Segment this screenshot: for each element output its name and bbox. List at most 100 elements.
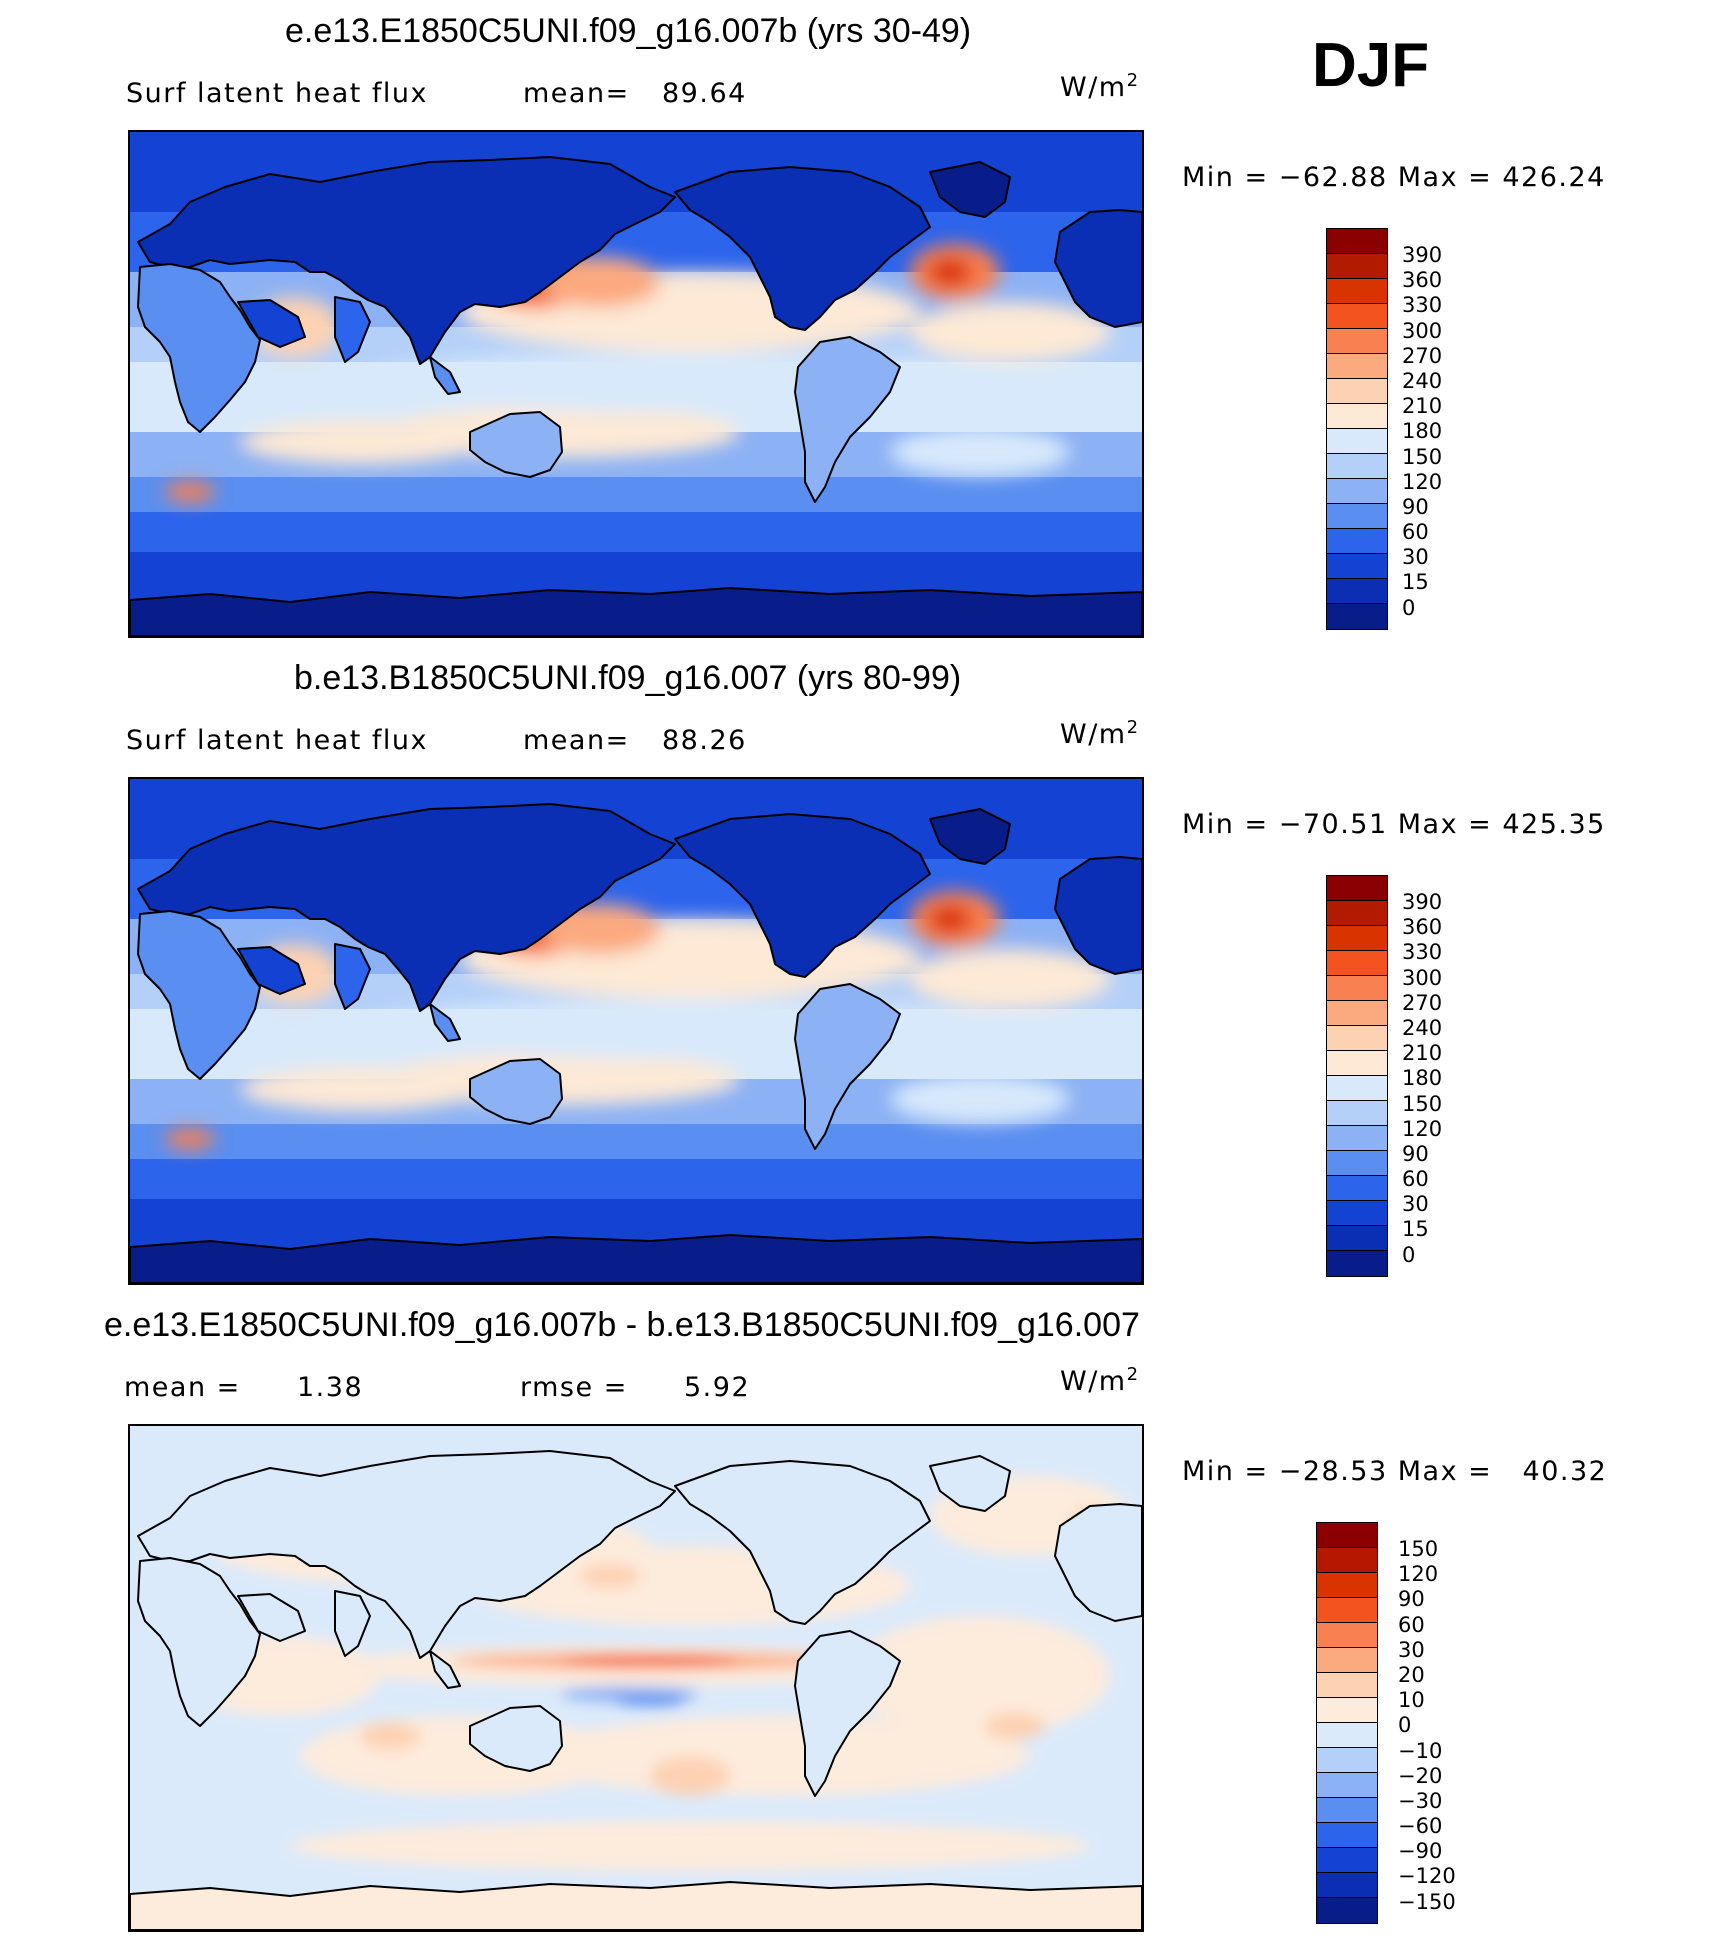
anomaly-region xyxy=(580,1564,640,1588)
panel3-mean-label: mean = xyxy=(124,1372,241,1403)
colorbar-tick-label: 150 xyxy=(1402,444,1443,469)
flux-region xyxy=(240,1067,480,1111)
colorbar-tick-label: 90 xyxy=(1398,1587,1425,1612)
colorbar-swatch xyxy=(1327,1201,1387,1226)
coastline-samerica xyxy=(794,1630,901,1797)
coastline-india xyxy=(334,296,371,363)
coastline-greenland xyxy=(929,808,1011,865)
panel1-mean-label: mean= xyxy=(523,78,630,109)
colorbar-tick-label: 270 xyxy=(1402,343,1443,368)
colorbar-tick-label: −90 xyxy=(1398,1839,1443,1864)
panel3-units-exp: 2 xyxy=(1126,1364,1140,1385)
colorbar-swatch xyxy=(1327,876,1387,901)
colorbar-tick-label: 60 xyxy=(1402,1167,1429,1192)
panel3-title: e.e13.E1850C5UNI.f09_g16.007b - b.e13.B1… xyxy=(104,1306,1140,1344)
panel2-units-exp: 2 xyxy=(1126,717,1140,738)
colorbar-swatch xyxy=(1327,379,1387,404)
anomaly-region xyxy=(650,1756,730,1796)
ocean-band xyxy=(130,1159,1142,1204)
colorbar-tick-label: 0 xyxy=(1402,1242,1416,1267)
panel1-units-exp: 2 xyxy=(1126,70,1140,91)
panel1-colorbar-labels: 390 360 330 300 270 240 210 180 150 120 90 60 30 15 0 xyxy=(1402,243,1442,621)
anomaly-region xyxy=(360,1722,420,1750)
colorbar-tick-label: 30 xyxy=(1398,1637,1425,1662)
colorbar-swatch xyxy=(1317,1698,1377,1723)
colorbar-tick-label: 30 xyxy=(1402,1192,1429,1217)
panel2-units-base: W/m xyxy=(1060,719,1127,750)
colorbar-tick-label: 330 xyxy=(1402,293,1443,318)
colorbar-swatch xyxy=(1327,1101,1387,1126)
panel3-mean-value: 1.38 xyxy=(297,1372,364,1403)
colorbar-tick-label: 300 xyxy=(1402,318,1443,343)
colorbar-swatch xyxy=(1327,1151,1387,1176)
colorbar-tick-label: −150 xyxy=(1398,1889,1456,1914)
colorbar-swatch xyxy=(1317,1648,1377,1673)
colorbar-swatch xyxy=(1327,329,1387,354)
panel1-colorbar xyxy=(1326,228,1388,630)
panel2-colorbar xyxy=(1326,875,1388,1277)
colorbar-swatch xyxy=(1327,1126,1387,1151)
panel2-min-label: Min xyxy=(1182,809,1235,840)
panel2-mean-value: 88.26 xyxy=(662,725,747,756)
flux-region xyxy=(928,905,972,933)
coastline-arabia xyxy=(237,1593,306,1642)
colorbar-swatch xyxy=(1327,504,1387,529)
colorbar-swatch xyxy=(1327,976,1387,1001)
panel1-units: W/m2 xyxy=(1060,70,1140,103)
coastline-samerica xyxy=(794,336,901,503)
panel1-map xyxy=(128,130,1144,638)
colorbar-tick-label: 210 xyxy=(1402,1041,1443,1066)
ocean-band xyxy=(130,512,1142,557)
colorbar-swatch xyxy=(1327,404,1387,429)
coastline-seasia xyxy=(429,356,461,395)
panel2-max-value: 425.35 xyxy=(1502,809,1606,840)
panel2-title: b.e13.B1850C5UNI.f09_g16.007 (yrs 80-99) xyxy=(294,659,962,697)
colorbar-tick-label: 60 xyxy=(1402,520,1429,545)
colorbar-swatch xyxy=(1317,1573,1377,1598)
coastline-australia xyxy=(469,1705,563,1772)
colorbar-swatch xyxy=(1327,1051,1387,1076)
colorbar-swatch xyxy=(1327,1251,1387,1276)
flux-region xyxy=(910,302,1110,362)
coastline-europeW xyxy=(1054,209,1142,328)
ocean-band xyxy=(130,1124,1142,1164)
coastline-seasia xyxy=(429,1003,461,1042)
colorbar-swatch xyxy=(1327,1026,1387,1051)
colorbar-swatch xyxy=(1317,1798,1377,1823)
colorbar-tick-label: 390 xyxy=(1402,243,1443,267)
coastline-india xyxy=(334,1590,371,1657)
flux-region xyxy=(928,258,972,286)
colorbar-tick-label: 20 xyxy=(1398,1662,1425,1687)
coastline-eurasia xyxy=(137,1450,676,1659)
colorbar-swatch xyxy=(1327,354,1387,379)
colorbar-swatch xyxy=(1317,1673,1377,1698)
coastline-australia xyxy=(469,1058,563,1125)
panel3-max-label: Max xyxy=(1397,1456,1459,1487)
colorbar-tick-label: 10 xyxy=(1398,1688,1425,1713)
colorbar-swatch xyxy=(1327,254,1387,279)
colorbar-tick-label: 300 xyxy=(1402,965,1443,990)
coastline-india xyxy=(334,943,371,1010)
panel1-variable: Surf latent heat flux xyxy=(126,78,429,109)
colorbar-swatch xyxy=(1317,1748,1377,1773)
colorbar-tick-label: 90 xyxy=(1402,1141,1429,1166)
coastline-europeW xyxy=(1054,1503,1142,1622)
coastline-australia xyxy=(469,411,563,478)
colorbar-tick-label: 360 xyxy=(1402,268,1443,293)
colorbar-swatch xyxy=(1327,951,1387,976)
flux-region xyxy=(240,420,480,464)
colorbar-swatch xyxy=(1327,1001,1387,1026)
flux-region xyxy=(360,999,1020,1059)
colorbar-swatch xyxy=(1317,1773,1377,1798)
colorbar-tick-label: 90 xyxy=(1402,494,1429,519)
panel3-max-value: 40.32 xyxy=(1522,1456,1608,1487)
flux-region xyxy=(890,428,1070,476)
colorbar-swatch xyxy=(1327,1176,1387,1201)
colorbar-tick-label: −30 xyxy=(1398,1788,1443,1813)
anomaly-region xyxy=(560,1656,740,1666)
colorbar-swatch xyxy=(1317,1548,1377,1573)
colorbar-swatch xyxy=(1317,1848,1377,1873)
panel3-units-base: W/m xyxy=(1060,1366,1127,1397)
season-label: DJF xyxy=(1312,31,1430,100)
colorbar-tick-label: 30 xyxy=(1402,545,1429,570)
